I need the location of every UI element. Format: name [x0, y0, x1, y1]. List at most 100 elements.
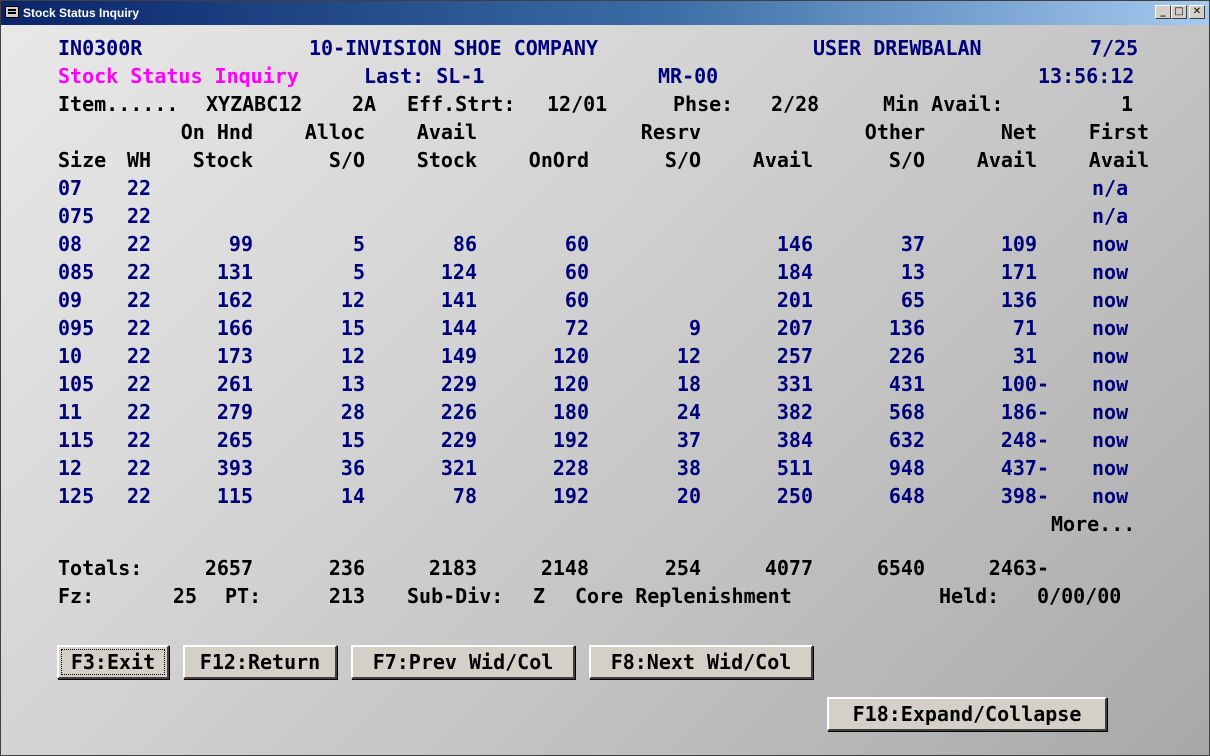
column-header: On Hnd — [180, 120, 253, 144]
company-name: 10-INVISION SHOE COMPANY — [309, 36, 598, 60]
table-cell: 331 — [776, 372, 813, 396]
table-cell: 31 — [1012, 344, 1037, 368]
table-cell: now — [1092, 456, 1129, 480]
table-cell: now — [1092, 372, 1129, 396]
totals-cell: 6540 — [876, 556, 925, 580]
table-cell: now — [1092, 484, 1129, 508]
table-cell: 192 — [552, 428, 589, 452]
table-cell: 22 — [127, 260, 152, 284]
eff-start-value: 12/01 — [547, 92, 608, 116]
f7-prev-wid-col-button[interactable]: F7:Prev Wid/Col — [351, 645, 575, 679]
table-cell: 22 — [127, 344, 152, 368]
fz-value: 25 — [172, 584, 197, 608]
column-header: Stock — [192, 148, 253, 172]
table-cell: 431 — [888, 372, 925, 396]
min-avail-label: Min Avail: — [883, 92, 1004, 116]
eff-start-label: Eff.Strt: — [407, 92, 516, 116]
column-header: First — [1088, 120, 1149, 144]
table-cell: 37 — [900, 232, 925, 256]
table-cell: 115 — [216, 484, 253, 508]
table-cell: 115 — [58, 428, 95, 452]
column-header: Avail — [1088, 148, 1149, 172]
table-cell: now — [1092, 344, 1129, 368]
table-cell: 65 — [900, 288, 925, 312]
table-cell: 136 — [1000, 288, 1037, 312]
table-cell: 321 — [440, 456, 477, 480]
terminal-screen: IN0300R 10-INVISION SHOE COMPANY USER DR… — [1, 25, 1209, 755]
subdiv-description: Core Replenishment — [575, 584, 792, 608]
table-cell: 5 — [352, 260, 365, 284]
table-cell: 226 — [888, 344, 925, 368]
column-header: Other — [864, 120, 925, 144]
table-cell: n/a — [1092, 176, 1129, 200]
table-cell: 075 — [58, 204, 95, 228]
table-cell: 124 — [440, 260, 477, 284]
table-cell: 13 — [340, 372, 365, 396]
title-bar[interactable]: Stock Status Inquiry _ □ ✕ — [1, 1, 1209, 25]
phase-value: 2/28 — [771, 92, 820, 116]
subdiv-value: Z — [533, 584, 546, 608]
table-cell: 100- — [1000, 372, 1049, 396]
table-cell: 22 — [127, 456, 152, 480]
table-cell: 5 — [352, 232, 365, 256]
table-cell: 511 — [776, 456, 813, 480]
totals-cell: 4077 — [764, 556, 813, 580]
window-title: Stock Status Inquiry — [23, 6, 140, 20]
table-cell: 382 — [776, 400, 813, 424]
table-cell: 22 — [127, 428, 152, 452]
table-cell: 568 — [888, 400, 925, 424]
table-cell: 279 — [216, 400, 253, 424]
f18-expand-collapse-button[interactable]: F18:Expand/Collapse — [827, 697, 1107, 731]
table-cell: 201 — [776, 288, 813, 312]
totals-cell: 236 — [328, 556, 365, 580]
window-app-icon[interactable] — [5, 6, 19, 18]
table-cell: 141 — [440, 288, 477, 312]
f12-return-button[interactable]: F12:Return — [183, 645, 337, 679]
table-cell: now — [1092, 288, 1129, 312]
column-header: Avail — [416, 120, 477, 144]
f8-next-wid-col-button[interactable]: F8:Next Wid/Col — [589, 645, 813, 679]
screen-date: 7/25 — [1090, 36, 1139, 60]
table-cell: 71 — [1012, 316, 1037, 340]
column-header: Alloc — [304, 120, 365, 144]
table-cell: 186- — [1000, 400, 1049, 424]
table-cell: 146 — [776, 232, 813, 256]
table-cell: 22 — [127, 288, 152, 312]
table-cell: now — [1092, 400, 1129, 424]
table-cell: 22 — [127, 484, 152, 508]
table-cell: 09 — [58, 288, 83, 312]
subdiv-label: Sub-Div: — [407, 584, 504, 608]
table-cell: 22 — [127, 400, 152, 424]
table-cell: 136 — [888, 316, 925, 340]
table-cell: 125 — [58, 484, 95, 508]
screen-title: Stock Status Inquiry — [58, 64, 299, 88]
table-cell: 12 — [676, 344, 701, 368]
table-cell: 12 — [340, 288, 365, 312]
table-cell: 22 — [127, 316, 152, 340]
column-header: Stock — [416, 148, 477, 172]
totals-cell: 2657 — [204, 556, 253, 580]
table-cell: 08 — [58, 232, 83, 256]
table-cell: 12 — [340, 344, 365, 368]
table-cell: 095 — [58, 316, 95, 340]
table-cell: now — [1092, 428, 1129, 452]
table-cell: 14 — [340, 484, 365, 508]
table-cell: 632 — [888, 428, 925, 452]
table-cell: 248- — [1000, 428, 1049, 452]
table-cell: 24 — [676, 400, 701, 424]
more-indicator: More... — [1051, 512, 1136, 536]
table-cell: 13 — [900, 260, 925, 284]
table-cell: 131 — [216, 260, 253, 284]
table-cell: 37 — [676, 428, 701, 452]
table-cell: 22 — [127, 232, 152, 256]
close-icon[interactable]: ✕ — [1189, 5, 1205, 19]
held-value: 0/00/00 — [1037, 584, 1122, 608]
totals-cell: 254 — [664, 556, 701, 580]
minimize-icon[interactable]: _ — [1155, 5, 1171, 19]
totals-cell: 2148 — [540, 556, 589, 580]
f3-exit-button[interactable]: F3:Exit — [57, 645, 169, 679]
table-cell: 261 — [216, 372, 253, 396]
column-header: Avail — [976, 148, 1037, 172]
column-header: Net — [1000, 120, 1037, 144]
maximize-icon[interactable]: □ — [1171, 5, 1187, 19]
